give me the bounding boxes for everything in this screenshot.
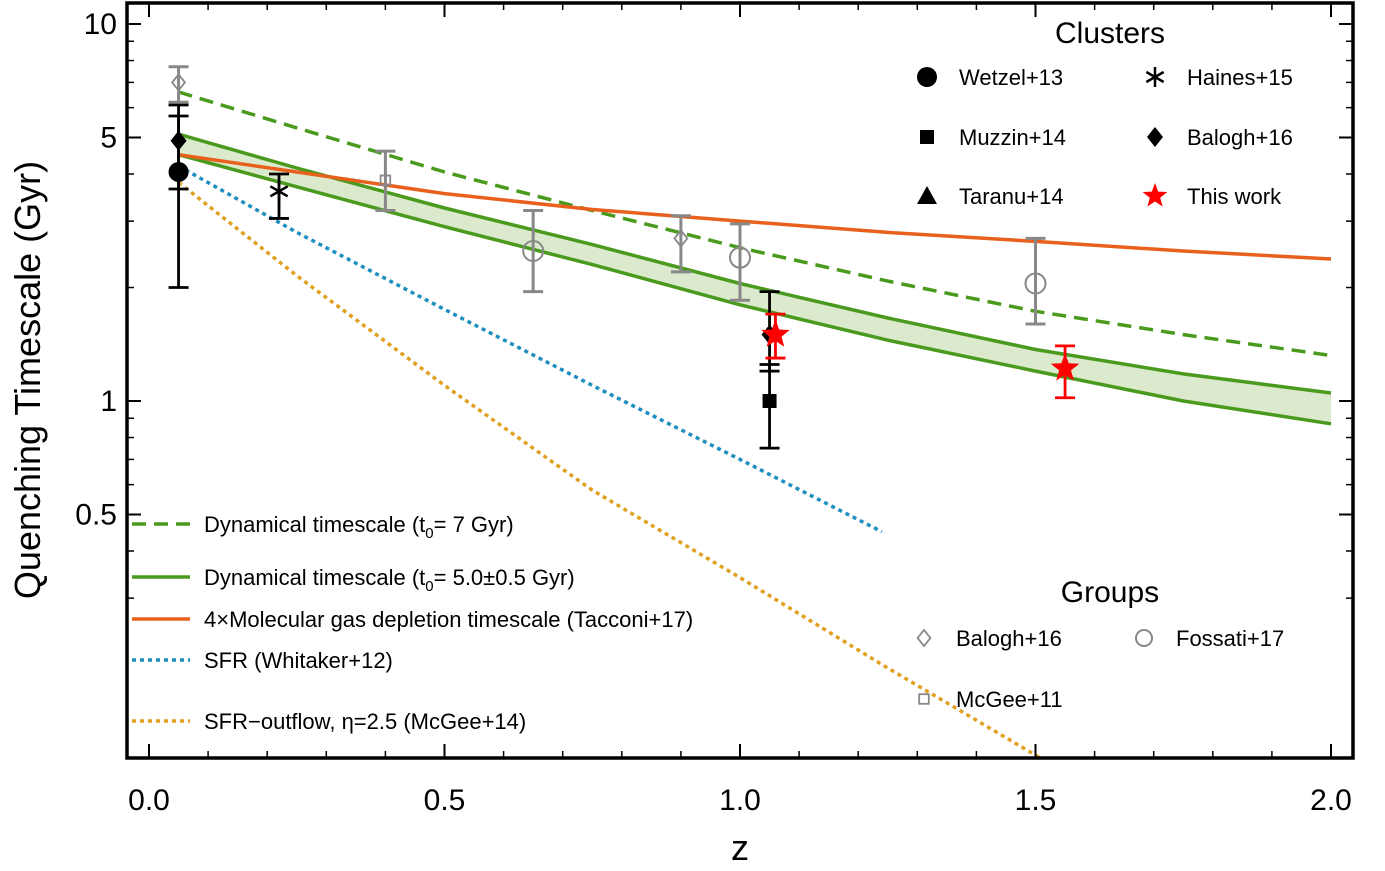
point-7-2 <box>1024 236 1047 326</box>
y-tick-label-1: 1 <box>100 385 117 418</box>
point-7-1 <box>729 222 751 302</box>
y-tick-label-3: 10 <box>84 8 117 41</box>
legend-label-clusters-2: Muzzin+14 <box>959 125 1066 150</box>
legend-label-clusters-3: Balogh+16 <box>1187 125 1293 150</box>
legend-marker-groups-2 <box>918 693 930 705</box>
marker-5-0 <box>761 319 790 347</box>
legend-clusters-title: Clusters <box>1055 17 1165 50</box>
y-axis-title: Quenching Timescale (Gyr) <box>7 161 48 599</box>
marker-7-1 <box>729 246 751 269</box>
x-tick-label-0: 0.0 <box>128 784 170 817</box>
point-5-0 <box>761 312 790 360</box>
legend-marker-clusters-4-shape <box>917 186 937 204</box>
legend-marker-clusters-3 <box>1147 127 1163 147</box>
legend-groups-title: Groups <box>1061 576 1159 609</box>
legend-label-clusters-4: Taranu+14 <box>959 184 1064 209</box>
legend-marker-clusters-0-shape <box>917 67 937 87</box>
point-8-0 <box>375 149 396 213</box>
legend-marker-clusters-1 <box>1145 67 1165 87</box>
marker-6-1-shape <box>673 228 689 248</box>
legend-marker-groups-0 <box>916 628 932 648</box>
x-tick-label-4: 2.0 <box>1310 784 1352 817</box>
point-7-0 <box>522 209 545 294</box>
legend-label-clusters-5: This work <box>1187 184 1282 209</box>
x-tick-label-3: 1.5 <box>1015 784 1057 817</box>
y-tick-label-0: 0.5 <box>75 498 117 531</box>
legend-marker-clusters-3-shape <box>1147 127 1163 147</box>
x-tick-label-1: 0.5 <box>424 784 466 817</box>
legend-marker-groups-2-shape <box>918 693 930 705</box>
legend-curve-label-4: SFR−outflow, η=2.5 (McGee+14) <box>204 709 526 734</box>
marker-5-1-shape <box>1050 353 1080 381</box>
legend-label-clusters-1: Haines+15 <box>1187 65 1293 90</box>
marker-1-0-arm-2 <box>269 185 289 198</box>
legend-curve-label-1: Dynamical timescale (t0= 5.0±0.5 Gyr) <box>204 565 575 595</box>
marker-6-0-shape <box>170 72 187 92</box>
legend-marker-clusters-2 <box>920 130 934 144</box>
marker-7-0 <box>522 239 545 262</box>
marker-8-0 <box>379 174 392 186</box>
legend-curve-label-2: 4×Molecular gas depletion timescale (Tac… <box>204 607 693 632</box>
marker-7-2-shape <box>1024 272 1047 295</box>
legend: Clusters Groups Wetzel+13 Haines+15 Muzzin+1… <box>132 17 1293 734</box>
marker-6-0 <box>170 72 187 92</box>
curve-4 <box>177 181 1045 758</box>
marker-8-0-shape <box>379 174 392 186</box>
y-tick-label-2: 5 <box>100 121 117 154</box>
point-5-1 <box>1050 344 1080 400</box>
legend-label-groups-0: Balogh+16 <box>956 626 1062 651</box>
band-fill-1 <box>178 134 1332 424</box>
legend-label-groups-1: Fossati+17 <box>1176 626 1284 651</box>
legend-marker-clusters-4 <box>917 186 937 204</box>
marker-3-0-shape <box>170 130 187 151</box>
legend-marker-groups-1 <box>1135 629 1153 647</box>
legend-label-clusters-0: Wetzel+13 <box>959 65 1063 90</box>
marker-5-0-shape <box>761 319 790 347</box>
marker-7-0-shape <box>522 239 545 262</box>
curve-lower-1 <box>178 153 1332 426</box>
point-6-0 <box>168 65 189 104</box>
point-1-0 <box>269 172 290 220</box>
x-tick-label-2: 1.0 <box>719 784 761 817</box>
legend-curve-label-0: Dynamical timescale (t0= 7 Gyr) <box>204 512 514 542</box>
marker-6-1 <box>673 228 689 248</box>
uncertainty-band <box>178 134 1332 424</box>
curve-3 <box>177 164 883 534</box>
point-2-0 <box>759 363 780 450</box>
legend-marker-groups-1-shape <box>1135 629 1153 647</box>
data-points <box>168 65 1080 450</box>
marker-2-0-shape <box>762 394 777 408</box>
legend-marker-clusters-5 <box>1142 183 1168 207</box>
marker-1-0 <box>269 181 289 202</box>
legend-marker-groups-0-shape <box>916 628 932 648</box>
legend-label-groups-2: McGee+11 <box>956 687 1063 712</box>
marker-7-1-shape <box>729 246 751 269</box>
legend-marker-clusters-1-arm-2 <box>1145 70 1165 84</box>
marker-5-1 <box>1050 353 1080 381</box>
model-curves <box>177 90 1332 758</box>
curve-2 <box>178 152 1332 261</box>
legend-marker-clusters-5-shape <box>1142 183 1168 207</box>
axis-ticks: 0.0 0.5 1.0 1.5 2.0 0.5 1 5 10 <box>75 3 1353 817</box>
curve-upper-1 <box>178 132 1332 395</box>
marker-3-0 <box>170 130 187 151</box>
x-axis-title: z <box>731 827 749 868</box>
marker-2-0 <box>762 394 777 408</box>
legend-curve-label-3: SFR (Whitaker+12) <box>204 648 393 673</box>
legend-marker-clusters-2-shape <box>920 130 934 144</box>
marker-7-2 <box>1024 272 1047 295</box>
point-3-0 <box>168 103 189 191</box>
point-6-1 <box>670 214 691 274</box>
legend-marker-clusters-0 <box>917 67 937 87</box>
